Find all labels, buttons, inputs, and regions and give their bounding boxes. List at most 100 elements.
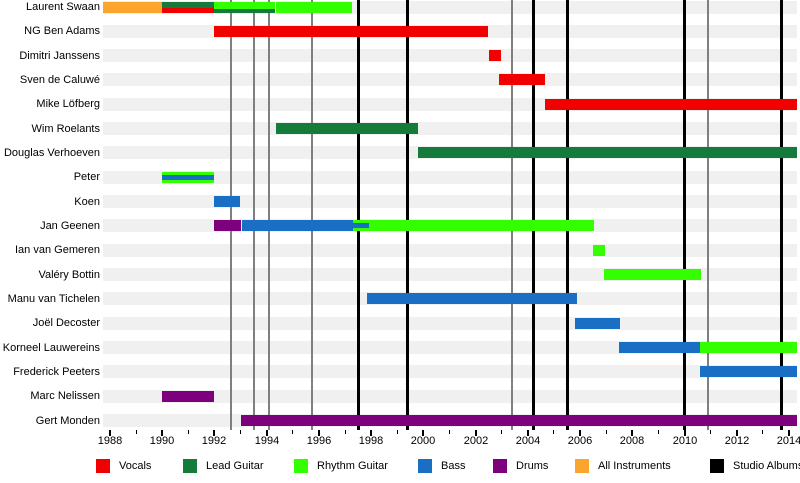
legend-item-all_instruments: All Instruments	[575, 459, 671, 473]
member-label: Dimitri Janssens	[19, 50, 100, 62]
member-label: Frederick Peeters	[13, 366, 100, 378]
member-labels-column: Laurent Swaan NG Ben Adams Dimitri Janssen…	[0, 0, 100, 430]
role-stripe-lead_guitar	[418, 147, 797, 158]
role-stripe-rhythm_guitar	[700, 342, 797, 353]
tenure-bar	[242, 220, 353, 231]
legend-swatch-studio_albums	[710, 459, 724, 473]
member-label: Manu van Tichelen	[7, 293, 100, 305]
row-track	[103, 49, 797, 62]
legend-swatch-rhythm_guitar	[294, 459, 308, 473]
axis-year-label: 2008	[619, 435, 645, 447]
row-track	[103, 317, 797, 330]
tenure-bar	[353, 220, 369, 231]
role-stripe-rhythm_guitar	[214, 2, 275, 10]
role-stripe-lead_guitar	[214, 9, 275, 13]
major-tick	[736, 430, 738, 436]
legend-swatch-vocals	[96, 459, 110, 473]
legend-item-vocals: Vocals	[96, 459, 151, 473]
major-tick	[684, 430, 686, 436]
axis-year-label: 1990	[149, 435, 175, 447]
tenure-bar	[489, 50, 501, 61]
role-stripe-bass	[700, 366, 797, 377]
x-axis: 1988 1990 1992 1994 1996 1998 2000 2002 2004 2006…	[0, 430, 800, 452]
minor-tick	[240, 430, 241, 434]
major-tick	[631, 430, 633, 436]
tenure-bar	[593, 245, 605, 256]
member-label: Koen	[74, 196, 100, 208]
legend-swatch-all_instruments	[575, 459, 589, 473]
role-stripe-vocals	[499, 74, 545, 85]
axis-year-label: 2006	[567, 435, 593, 447]
role-stripe-vocals	[214, 26, 488, 37]
studio-album-line	[566, 0, 569, 430]
plot-area	[103, 0, 797, 430]
minor-tick	[136, 430, 137, 434]
studio-album-line	[532, 0, 535, 430]
member-label: Valéry Bottin	[38, 269, 100, 281]
member-label: Laurent Swaan	[26, 1, 100, 13]
role-stripe-bass	[575, 318, 620, 329]
major-tick	[579, 430, 581, 436]
studio-album-line	[357, 0, 360, 430]
row-track	[103, 390, 797, 403]
role-stripe-all_instruments	[103, 2, 162, 13]
minor-tick	[658, 430, 659, 434]
major-tick	[370, 430, 372, 436]
legend-item-drums: Drums	[493, 459, 548, 473]
role-stripe-bass	[162, 174, 214, 181]
role-stripe-rhythm_guitar	[593, 245, 605, 256]
role-stripe-vocals	[545, 99, 797, 110]
other-release-line	[253, 0, 255, 430]
minor-tick	[397, 430, 398, 434]
legend-swatch-drums	[493, 459, 507, 473]
member-label: Joël Decoster	[32, 317, 100, 329]
member-label: Mike Löfberg	[36, 98, 100, 110]
legend-label: Studio Albums	[733, 460, 800, 472]
tenure-bar	[604, 269, 701, 280]
major-tick	[475, 430, 477, 436]
axis-year-label: 2004	[515, 435, 541, 447]
role-stripe-rhythm_guitar	[353, 220, 369, 223]
minor-tick	[606, 430, 607, 434]
axis-year-label: 2000	[410, 435, 436, 447]
minor-tick	[345, 430, 346, 434]
role-stripe-drums	[241, 415, 797, 426]
tenure-bar	[700, 366, 797, 377]
tenure-bar	[276, 123, 418, 134]
minor-tick	[501, 430, 502, 434]
legend-label: Vocals	[119, 460, 152, 472]
row-track	[103, 122, 797, 135]
member-label: Peter	[73, 171, 100, 183]
axis-year-label: 2002	[463, 435, 489, 447]
role-stripe-lead_guitar	[276, 123, 418, 134]
other-release-line	[311, 0, 313, 430]
role-stripe-vocals	[162, 7, 214, 13]
legend-label: Bass	[441, 460, 466, 472]
role-stripe-lead_guitar	[162, 2, 214, 8]
tenure-bar	[241, 415, 797, 426]
tenure-bar	[162, 2, 214, 13]
tenure-bar	[214, 26, 488, 37]
minor-tick	[449, 430, 450, 434]
axis-year-label: 1994	[254, 435, 280, 447]
tenure-bar	[418, 147, 797, 158]
role-stripe-rhythm_guitar	[353, 228, 369, 231]
major-tick	[318, 430, 320, 436]
role-stripe-bass	[367, 293, 577, 304]
role-stripe-bass	[619, 342, 700, 353]
axis-year-label: 1992	[201, 435, 227, 447]
role-stripe-rhythm_guitar	[162, 180, 214, 183]
legend-item-lead_guitar: Lead Guitar	[183, 459, 263, 473]
row-track	[103, 195, 797, 208]
legend-swatch-lead_guitar	[183, 459, 197, 473]
member-label: Wim Roelants	[31, 123, 100, 135]
minor-tick	[292, 430, 293, 434]
tenure-bar	[214, 196, 240, 207]
row-track	[103, 171, 797, 184]
role-stripe-vocals	[489, 50, 501, 61]
role-stripe-bass	[214, 196, 240, 207]
role-stripe-drums	[162, 391, 214, 402]
legend-swatch-bass	[418, 459, 432, 473]
axis-year-label: 2014	[776, 435, 800, 447]
member-label: Sven de Caluwé	[19, 74, 100, 86]
